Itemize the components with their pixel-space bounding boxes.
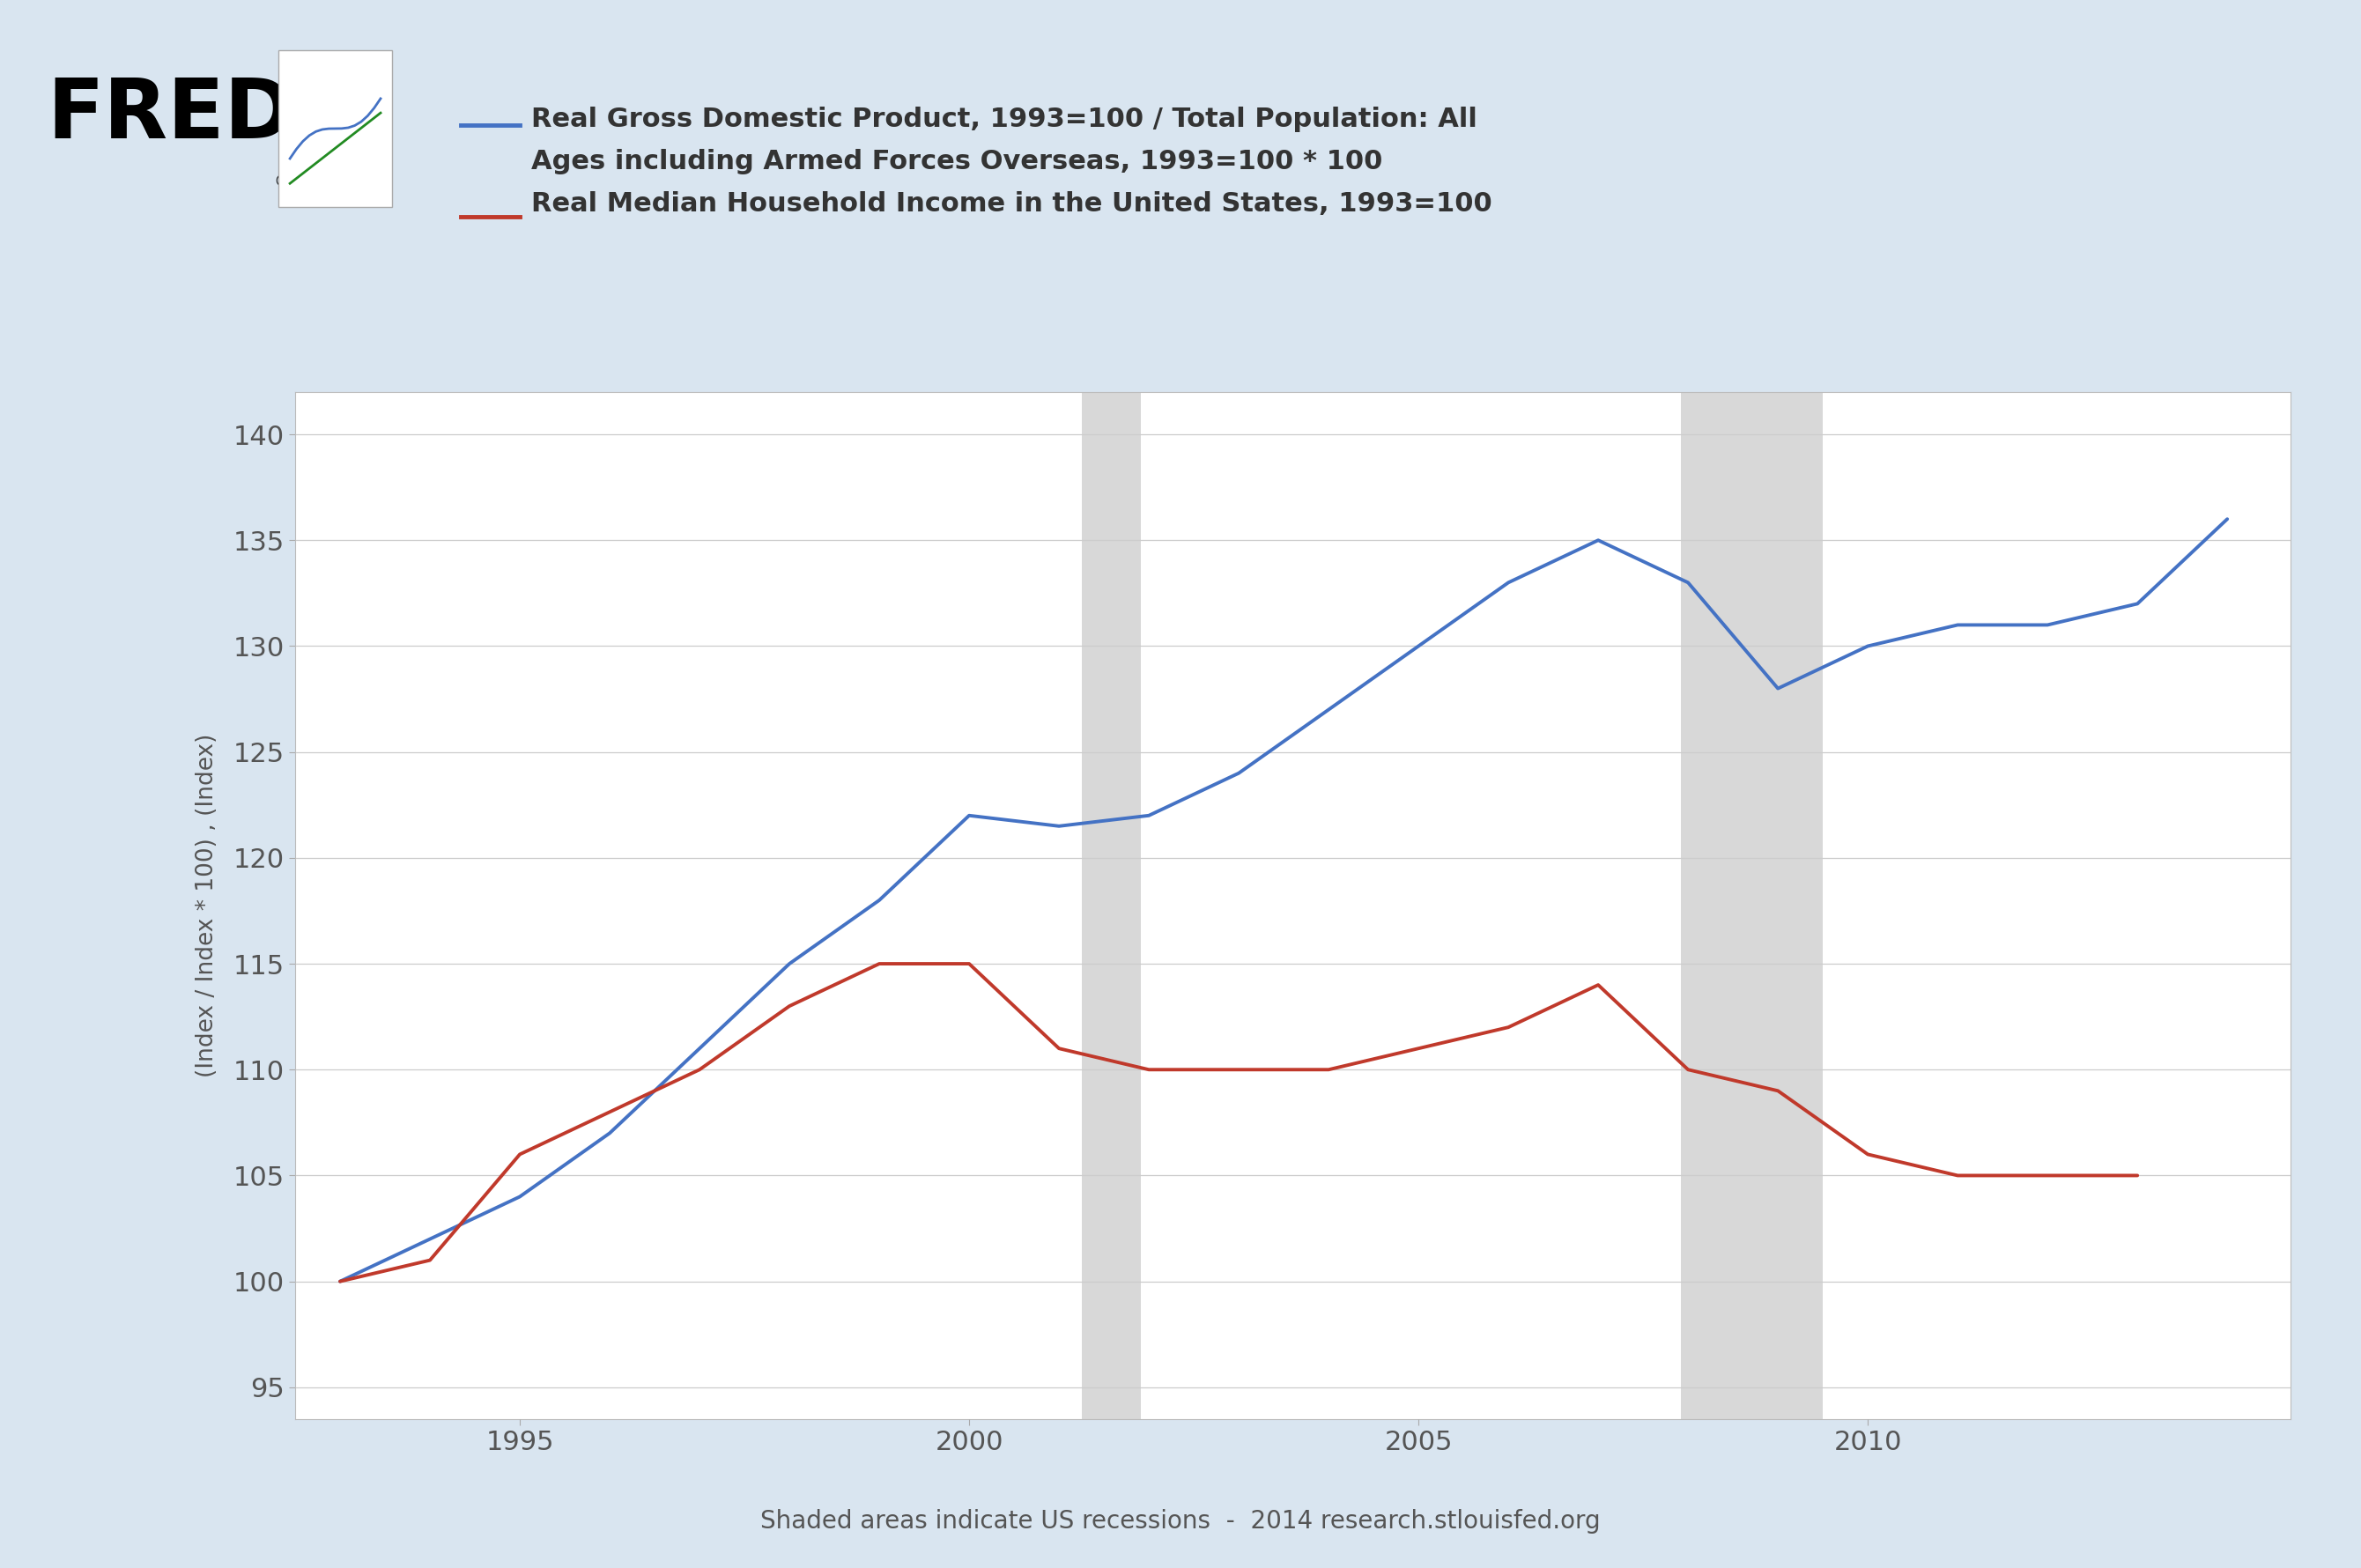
Bar <box>1081 392 1140 1419</box>
Text: ®: ® <box>274 174 290 191</box>
Text: Real Median Household Income in the United States, 1993=100: Real Median Household Income in the Unit… <box>531 191 1492 216</box>
FancyBboxPatch shape <box>279 50 392 207</box>
Y-axis label: (Index / Index * 100) , (Index): (Index / Index * 100) , (Index) <box>196 734 220 1077</box>
Text: Real Gross Domestic Product, 1993=100 / Total Population: All: Real Gross Domestic Product, 1993=100 / … <box>531 107 1478 132</box>
Text: FRED: FRED <box>47 75 293 155</box>
Text: Shaded areas indicate US recessions  -  2014 research.stlouisfed.org: Shaded areas indicate US recessions - 20… <box>760 1508 1601 1534</box>
Text: Ages including Armed Forces Overseas, 1993=100 * 100: Ages including Armed Forces Overseas, 19… <box>531 149 1384 174</box>
Bar <box>1681 392 1823 1419</box>
